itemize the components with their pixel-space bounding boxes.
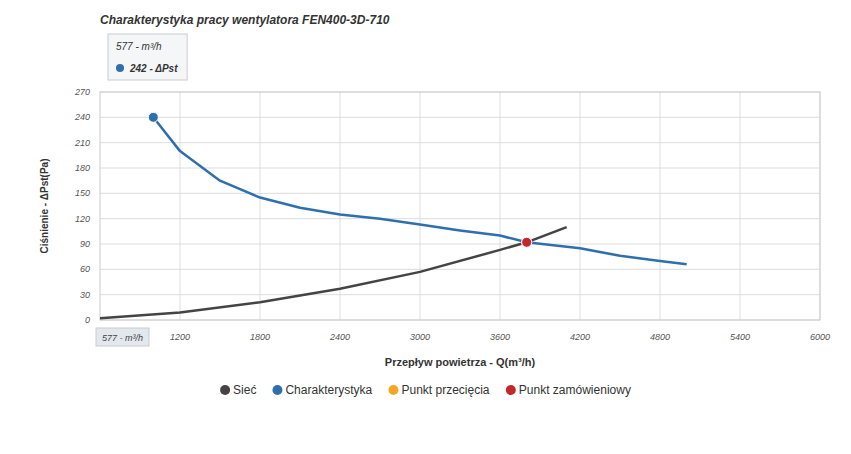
- y-tick-label: 270: [74, 87, 90, 97]
- crosshair-text: 577 - m³/h: [102, 333, 143, 343]
- chart: Charakterystyka pracy wentylatora FEN400…: [0, 0, 851, 454]
- x-grid-line: [340, 92, 341, 320]
- legend-label: Charakterystyka: [285, 383, 372, 397]
- legend-item: Charakterystyka: [272, 383, 372, 397]
- y-grid-line: [100, 244, 820, 245]
- x-grid-line: [500, 92, 501, 320]
- x-tick-label: 3000: [410, 332, 430, 342]
- tooltip-box: [108, 34, 187, 80]
- y-tick-label: 0: [85, 315, 90, 325]
- x-grid-line: [180, 92, 181, 320]
- x-grid-line: [580, 92, 581, 320]
- title: Charakterystyka pracy wentylatora FEN400…: [100, 13, 390, 27]
- y-tick-label: 240: [74, 112, 90, 122]
- y-axis-title: Ciśnienie - ΔPst(Pa): [39, 159, 50, 254]
- x-tick-label: 1800: [250, 332, 270, 342]
- legend-swatch: [220, 385, 230, 395]
- y-tick-label: 150: [75, 188, 90, 198]
- plot-frame: [100, 92, 820, 320]
- tooltip-x: 577 - m³/h: [116, 41, 162, 52]
- highlight-point: [148, 112, 158, 122]
- y-tick-label: 90: [80, 239, 90, 249]
- legend-label: Punkt zamówieniowy: [519, 383, 631, 397]
- crosshair-label: 577 - m³/h: [96, 328, 149, 346]
- y-grid-line: [100, 218, 820, 219]
- x-tick-label: 2400: [329, 332, 350, 342]
- tooltip-y: 242 - ΔPst: [129, 63, 178, 74]
- y-grid-line: [100, 193, 820, 194]
- x-tick-label: 6000: [810, 332, 830, 342]
- legend-label: Punkt przecięcia: [401, 383, 489, 397]
- y-tick-label: 210: [74, 138, 90, 148]
- tooltip: 577 - m³/h 242 - ΔPst: [108, 34, 187, 80]
- y-grid-line: [100, 269, 820, 270]
- series-point: [522, 237, 532, 247]
- legend-label: Sieć: [233, 383, 256, 397]
- legend-swatch: [506, 385, 516, 395]
- tooltip-dot: [116, 64, 124, 72]
- series-line: [153, 117, 686, 264]
- x-tick-label: 3600: [490, 332, 510, 342]
- y-grid-line: [100, 168, 820, 169]
- y-tick-label: 60: [80, 264, 90, 274]
- x-tick-label: 1200: [170, 332, 190, 342]
- x-grid-line: [660, 92, 661, 320]
- x-tick-label: 4800: [650, 332, 670, 342]
- x-grid-line: [420, 92, 421, 320]
- y-tick-label: 30: [80, 290, 90, 300]
- y-grid-line: [100, 294, 820, 295]
- legend-swatch: [388, 385, 398, 395]
- series-point: [522, 237, 532, 247]
- y-grid-line: [100, 117, 820, 118]
- legend: Sieć Charakterystyka Punkt przecięcia Punkt…: [220, 383, 631, 397]
- x-grid-line: [260, 92, 261, 320]
- legend-item: Punkt zamówieniowy: [506, 383, 631, 397]
- legend-swatch: [272, 385, 282, 395]
- x-tick-label: 4200: [570, 332, 590, 342]
- y-grid-line: [100, 142, 820, 143]
- y-tick-label: 180: [75, 163, 90, 173]
- legend-item: Punkt przecięcia: [388, 383, 489, 397]
- x-grid-line: [740, 92, 741, 320]
- legend-item: Sieć: [220, 383, 256, 397]
- grid: [100, 92, 820, 320]
- background: [0, 0, 851, 454]
- y-tick-label: 120: [75, 214, 90, 224]
- x-axis-title: Przepływ powietrza - Q(m³/h): [385, 356, 536, 368]
- x-tick-label: 5400: [730, 332, 750, 342]
- crosshair-box: [96, 328, 149, 346]
- series-group: [100, 112, 687, 318]
- series-line: [100, 227, 567, 318]
